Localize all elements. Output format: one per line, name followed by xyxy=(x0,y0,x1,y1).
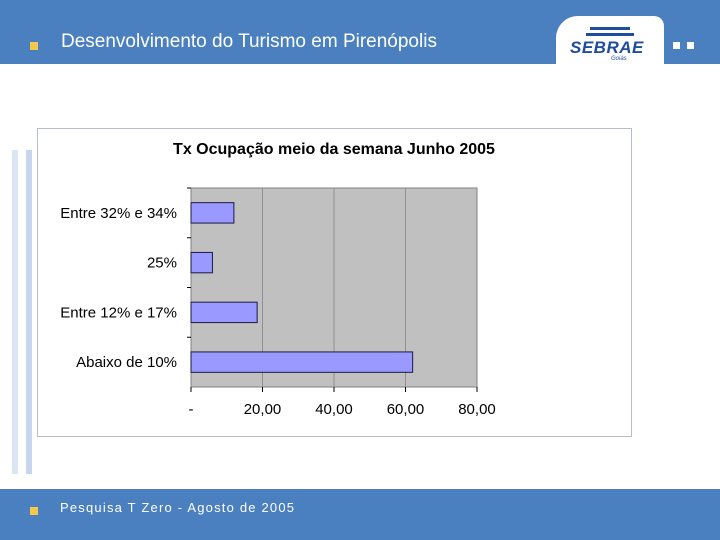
bar xyxy=(190,202,235,224)
bar xyxy=(190,351,414,373)
x-tick-label: 80,00 xyxy=(458,401,496,418)
slide-footer xyxy=(0,489,720,540)
side-decoration xyxy=(26,150,32,474)
sebrae-logo: SEBRAE xyxy=(570,38,644,57)
footer-text: Pesquisa T Zero - Agosto de 2005 xyxy=(60,500,296,515)
header-dot xyxy=(673,42,680,49)
logo-stripe xyxy=(586,33,634,36)
sebrae-logo-sub: Goiás xyxy=(611,56,627,62)
logo-tab xyxy=(556,16,664,68)
header-bullet xyxy=(30,42,38,50)
logo-stripe xyxy=(590,27,630,30)
header-dot xyxy=(687,42,694,49)
category-label: Entre 12% e 17% xyxy=(60,304,177,321)
chart-title: Tx Ocupação meio da semana Junho 2005 xyxy=(173,141,495,158)
category-label: Abaixo de 10% xyxy=(76,354,177,371)
chart-frame: Tx Ocupação meio da semana Junho 2005 - 2… xyxy=(37,128,632,437)
side-decoration xyxy=(12,150,18,474)
category-label: 25% xyxy=(147,255,177,272)
x-tick-label: 60,00 xyxy=(387,401,425,418)
bar-chart: Tx Ocupação meio da semana Junho 2005 - 2… xyxy=(60,141,496,418)
x-tick-label: 40,00 xyxy=(315,401,353,418)
bar xyxy=(190,251,213,274)
x-tick-label: - xyxy=(189,401,194,418)
bar xyxy=(190,301,258,324)
footer-bullet xyxy=(30,507,38,515)
slide-title: Desenvolvimento do Turismo em Pirenópoli… xyxy=(61,31,437,52)
x-tick-label: 20,00 xyxy=(244,401,282,418)
category-label: Entre 32% e 34% xyxy=(60,205,177,222)
